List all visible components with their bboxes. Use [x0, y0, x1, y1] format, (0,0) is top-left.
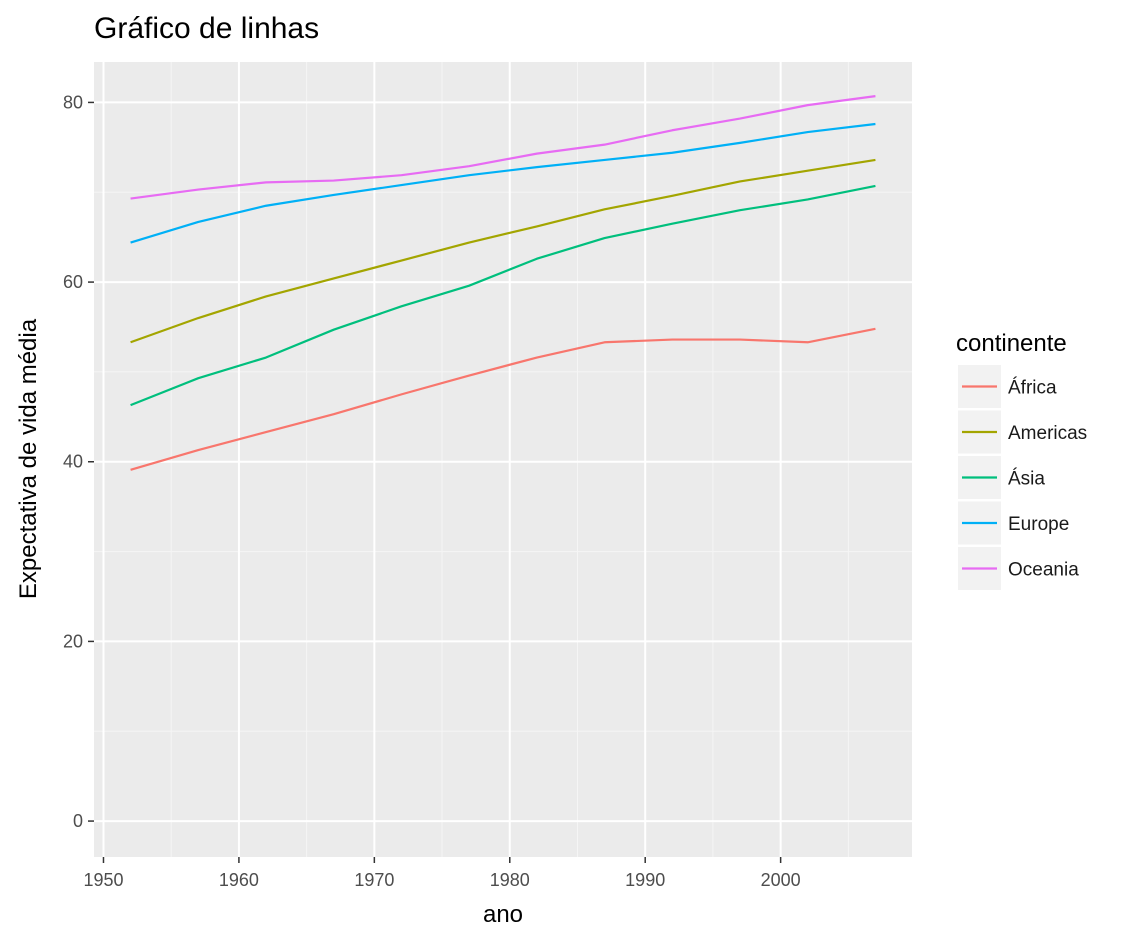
- grid-major: [94, 62, 912, 857]
- legend-item: Europe: [958, 501, 1069, 545]
- x-tick-label: 1990: [625, 870, 665, 890]
- series-line: [130, 122, 876, 244]
- x-tick-label: 2000: [761, 870, 801, 890]
- legend-item: Americas: [958, 410, 1087, 454]
- legend-title: continente: [956, 330, 1067, 357]
- series-line: [130, 158, 876, 344]
- legend-label: Oceania: [1008, 560, 1079, 581]
- y-axis-title: Expectativa de vida média: [15, 318, 42, 599]
- x-tick-label: 1960: [219, 870, 259, 890]
- x-axis-title: ano: [483, 901, 523, 928]
- y-tick-label: 40: [63, 452, 83, 472]
- grid-minor: [94, 62, 912, 857]
- y-axis: 0 20 40 60 80: [63, 92, 94, 831]
- y-tick-label: 60: [63, 272, 83, 292]
- legend-label: Europe: [1008, 514, 1069, 535]
- x-axis: 1950 1960 1970 1980 1990 2000: [83, 857, 801, 890]
- x-tick-label: 1980: [490, 870, 530, 890]
- x-tick-label: 1970: [354, 870, 394, 890]
- series-lines: [130, 95, 876, 471]
- y-tick-label: 0: [73, 811, 83, 831]
- legend-label: Ásia: [1008, 469, 1045, 490]
- series-line: [130, 184, 876, 407]
- legend-item: Ásia: [958, 456, 1045, 499]
- legend-item: África: [958, 365, 1057, 408]
- legend-label: África: [1008, 378, 1057, 399]
- x-tick-label: 1950: [83, 870, 123, 890]
- legend-items: África Americas Ásia Europe Oceania: [958, 365, 1087, 590]
- chart-title: Gráfico de linhas: [94, 12, 319, 45]
- plot-panel: [94, 62, 912, 857]
- series-line: [130, 327, 876, 471]
- y-tick-label: 80: [63, 92, 83, 112]
- legend-label: Americas: [1008, 423, 1087, 444]
- legend: continente África Americas Ásia Europe Ocean…: [956, 330, 1087, 590]
- y-tick-label: 20: [63, 631, 83, 651]
- legend-item: Oceania: [958, 547, 1079, 590]
- series-line: [130, 95, 876, 200]
